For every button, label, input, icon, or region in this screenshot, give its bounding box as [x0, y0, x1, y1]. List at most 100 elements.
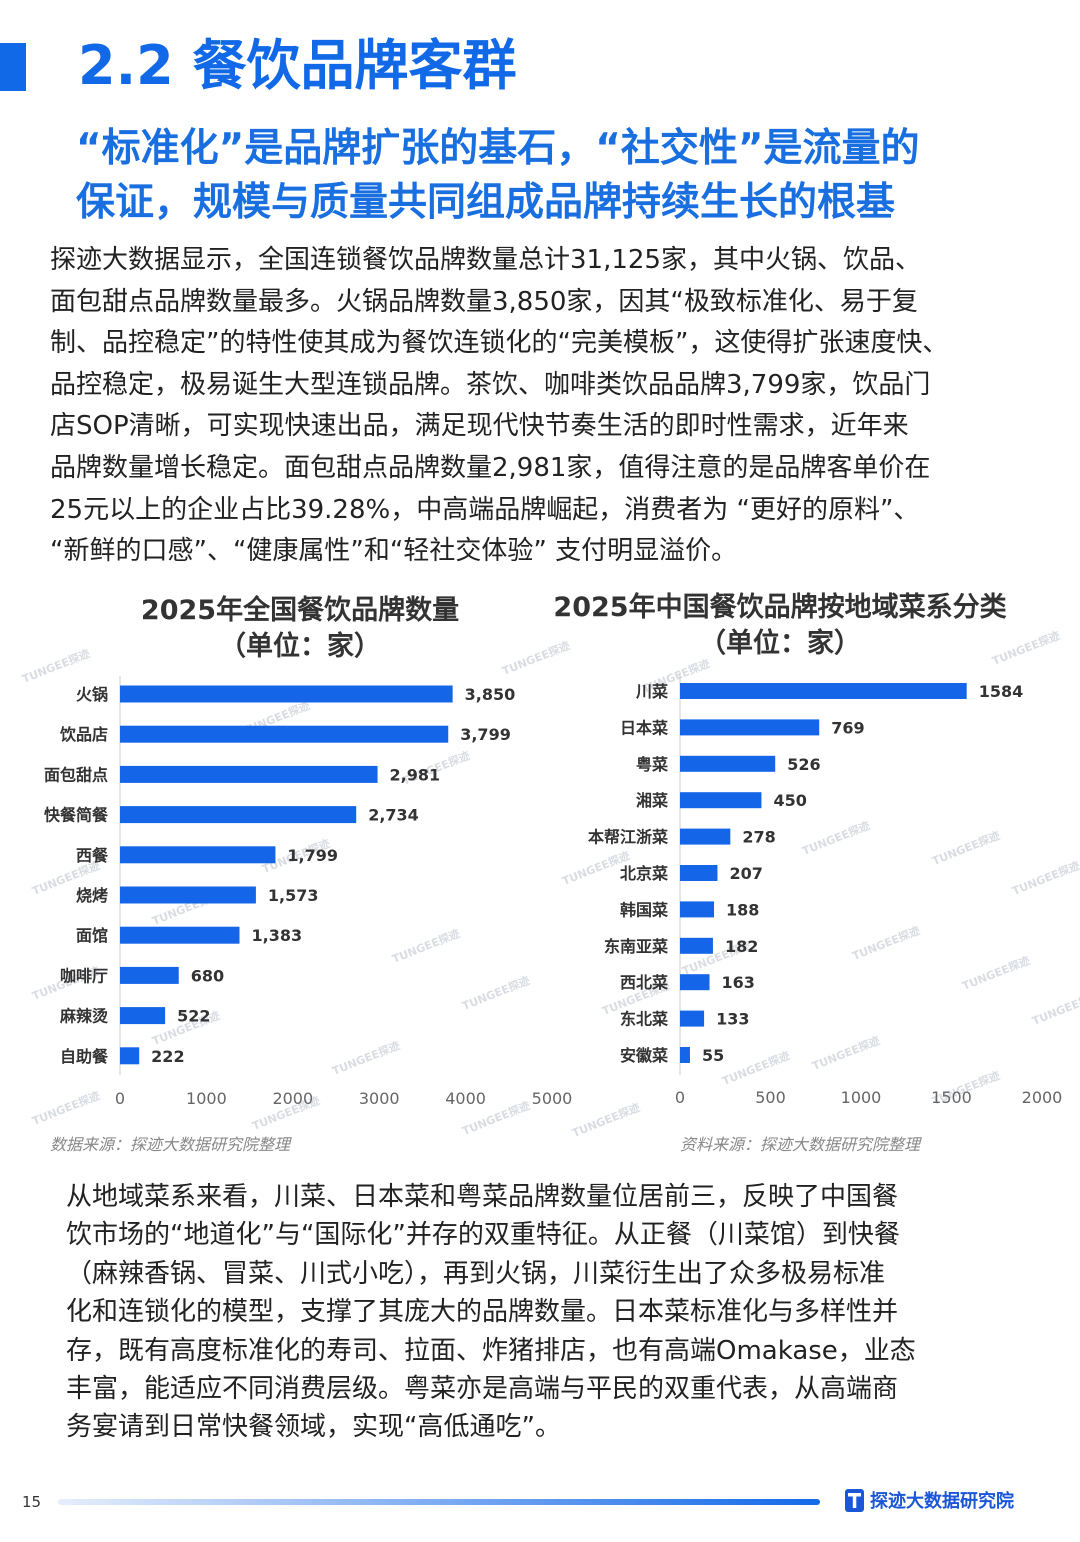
axis-tick-label: 1500	[931, 1088, 972, 1107]
subtitle-line: “标准化”是品牌扩张的基石，“社交性”是流量的	[76, 126, 920, 171]
category-label: 面包甜点	[44, 765, 108, 784]
category-label: 日本菜	[620, 718, 668, 737]
axis-tick-label: 3000	[359, 1089, 400, 1108]
data-label: 1,383	[251, 926, 302, 945]
data-label: 2,734	[368, 806, 419, 825]
data-label: 163	[722, 973, 755, 992]
data-label: 526	[787, 755, 820, 774]
axis-tick-label: 4000	[445, 1089, 486, 1108]
chart-title-line: 2025年全国餐饮品牌数量	[140, 595, 460, 626]
footer-brand: 探迹大数据研究院	[845, 1487, 1014, 1513]
axis-tick-label: 1000	[186, 1089, 227, 1108]
intro-paragraph: 探迹大数据显示，全国连锁餐饮品牌数量总计31,125家，其中火锅、饮品、 面包甜…	[50, 240, 948, 573]
data-label: 3,850	[465, 685, 516, 704]
chart-bar	[120, 765, 378, 783]
data-label: 188	[726, 900, 759, 919]
data-label: 2,981	[390, 765, 441, 784]
chart-unit-line: （单位：家）	[699, 628, 861, 659]
paragraph-line: 面包甜点品牌数量最多。火锅品牌数量3,850家，因其“极致标准化、易于复	[50, 286, 918, 317]
data-label: 3,799	[460, 725, 511, 744]
chart-bar	[120, 1007, 166, 1025]
chart-bar	[120, 846, 276, 864]
paragraph-line: 务宴请到日常快餐领域，实现“高低通吃”。	[66, 1412, 561, 1443]
data-label: 1,799	[287, 846, 338, 865]
category-label: 本帮江浙菜	[588, 828, 668, 847]
paragraph-line: 品控稳定，极易诞生大型连锁品牌。茶饮、咖啡类饮品品牌3,799家，饮品门	[50, 369, 931, 400]
category-label: 自助餐	[60, 1047, 109, 1066]
chart-bar	[680, 865, 718, 881]
footer-divider	[58, 1499, 820, 1505]
data-label: 278	[742, 828, 775, 847]
data-label: 450	[773, 791, 806, 810]
paragraph-line: 25元以上的企业占比39.28%，中高端品牌崛起，消费者为 “更好的原料”、	[50, 494, 920, 525]
category-label: 北京菜	[620, 864, 668, 883]
category-label: 烧烤	[76, 886, 108, 905]
data-label: 769	[831, 718, 864, 737]
category-label: 咖啡厅	[60, 966, 108, 985]
category-label: 麻辣烫	[59, 1007, 109, 1026]
category-label: 火锅	[76, 685, 108, 704]
category-label: 川菜	[635, 682, 668, 701]
chart-bar	[680, 974, 710, 991]
page-subtitle: “标准化”是品牌扩张的基石，“社交性”是流量的 保证，规模与质量共同组成品牌持续…	[76, 122, 1036, 230]
category-label: 湘菜	[636, 791, 668, 810]
analysis-paragraph: 从地域菜系来看，川菜、日本菜和粤菜品牌数量位居前三，反映了中国餐 饮市场的“地道…	[66, 1178, 916, 1447]
chart-bar	[120, 806, 357, 824]
axis-tick-label: 2000	[1022, 1088, 1063, 1107]
chart-source-cuisine: 资料来源：探迹大数据研究院整理	[680, 1135, 921, 1154]
data-label: 1584	[979, 682, 1024, 701]
chart-bar	[680, 683, 967, 699]
chart-bar	[680, 828, 731, 845]
category-label: 安徽菜	[620, 1046, 668, 1065]
category-label: 快餐简餐	[44, 806, 109, 825]
data-label: 522	[177, 1007, 210, 1026]
chart-source-national: 数据来源：探迹大数据研究院整理	[50, 1135, 291, 1154]
chart-bar	[120, 886, 256, 904]
data-label: 55	[702, 1046, 724, 1065]
category-label: 东南亚菜	[604, 937, 668, 956]
paragraph-line: 店SOP清晰，可实现快速出品，满足现代快节奏生活的即时性需求，近年来	[50, 411, 909, 442]
chart-bar	[680, 1010, 705, 1027]
category-label: 韩国菜	[620, 900, 668, 919]
chart-bar	[680, 1047, 690, 1063]
axis-tick-label: 5000	[532, 1089, 573, 1108]
tungee-logo-icon	[845, 1488, 864, 1512]
title-accent-bar	[0, 43, 26, 91]
category-label: 西餐	[76, 846, 109, 865]
chart-title-cuisine: 2025年中国餐饮品牌按地域菜系分类 （单位：家）	[530, 590, 1030, 662]
category-label: 西北菜	[620, 973, 668, 992]
chart-bar	[120, 966, 179, 984]
paragraph-line: 从地域菜系来看，川菜、日本菜和粤菜品牌数量位居前三，反映了中国餐	[66, 1182, 899, 1212]
data-label: 207	[729, 864, 762, 883]
chart-bar	[120, 926, 240, 944]
chart-title-line: 2025年中国餐饮品牌按地域菜系分类	[553, 592, 1007, 623]
paragraph-line: 探迹大数据显示，全国连锁餐饮品牌数量总计31,125家，其中火锅、饮品、	[50, 245, 921, 275]
chart-bar	[680, 755, 776, 772]
paragraph-line: 存，既有高度标准化的寿司、拉面、炸猪排店，也有高端Omakase，业态	[66, 1335, 916, 1366]
data-label: 680	[191, 966, 224, 985]
chart-bar	[680, 937, 713, 954]
paragraph-line: “新鲜的口感”、“健康属性”和“轻社交体验” 支付明显溢价。	[50, 536, 738, 567]
chart-title-national: 2025年全国餐饮品牌数量 （单位：家）	[70, 593, 530, 665]
paragraph-line: （麻辣香锅、冒菜、川式小吃），再到火锅，川菜衍生出了众多极易标准	[66, 1258, 886, 1289]
axis-tick-label: 2000	[272, 1089, 313, 1108]
axis-tick-label: 1000	[841, 1088, 882, 1107]
axis-tick-label: 500	[755, 1088, 786, 1107]
chart-bar	[680, 792, 762, 809]
data-label: 133	[716, 1010, 749, 1029]
subtitle-line: 保证，规模与质量共同组成品牌持续生长的根基	[76, 180, 896, 225]
paragraph-line: 制、品控稳定”的特性使其成为餐饮连锁化的“完美模板”，这使得扩张速度快、	[50, 328, 949, 359]
category-label: 东北菜	[620, 1010, 668, 1029]
chart-bar	[120, 1047, 140, 1065]
chart-bar	[120, 725, 449, 743]
chart-bar	[680, 901, 715, 918]
data-label: 222	[151, 1047, 184, 1066]
chart-bar	[680, 719, 820, 736]
category-label: 粤菜	[636, 755, 668, 774]
axis-tick-label: 0	[675, 1088, 685, 1107]
brand-name: 探迹大数据研究院	[870, 1491, 1014, 1512]
chart-unit-line: （单位：家）	[219, 631, 381, 662]
paragraph-line: 丰富，能适应不同消费层级。粤菜亦是高端与平民的双重代表，从高端商	[66, 1374, 899, 1405]
page-number: 15	[22, 1493, 42, 1511]
